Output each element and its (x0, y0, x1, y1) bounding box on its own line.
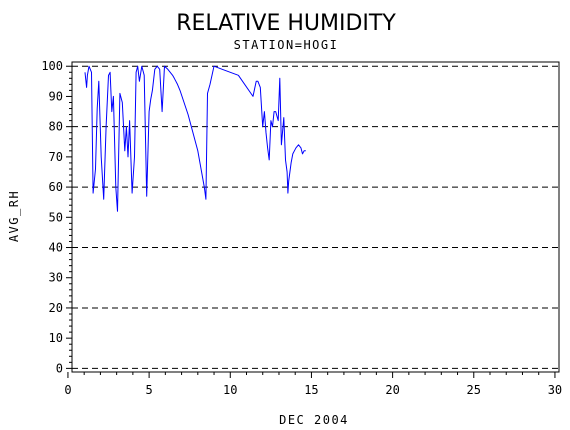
x-axis: 0 5 10 15 20 25 30 (64, 372, 562, 397)
y-tick-label: 10 (49, 331, 63, 345)
series-line-0 (84, 65, 306, 212)
y-tick-label: 100 (41, 59, 63, 73)
y-tick-label: 60 (49, 180, 63, 194)
y-tick-label: 90 (49, 89, 63, 103)
y-tick-label: 30 (49, 271, 63, 285)
y-tick-label: 20 (49, 301, 63, 315)
x-tick-label: 25 (467, 383, 481, 397)
x-tick-label: 0 (64, 383, 71, 397)
x-tick-label: 20 (385, 383, 399, 397)
y-tick-label: 80 (49, 120, 63, 134)
grid-lines (72, 65, 559, 369)
y-tick-label: 70 (49, 150, 63, 164)
x-axis-label: DEC 2004 (279, 413, 349, 427)
data-series (84, 65, 306, 212)
y-axis: 0 10 20 30 40 50 60 70 80 90 100 (41, 59, 72, 375)
x-tick-label: 30 (548, 383, 562, 397)
x-tick-label: 10 (223, 383, 237, 397)
y-tick-label: 0 (56, 361, 63, 375)
x-tick-label: 15 (304, 383, 318, 397)
x-tick-label: 5 (145, 383, 152, 397)
chart-subtitle: STATION=HOGI (234, 38, 339, 52)
y-axis-label: AVG_RH (7, 190, 21, 242)
y-tick-label: 50 (49, 210, 63, 224)
chart-title: RELATIVE HUMIDITY (176, 11, 396, 36)
y-tick-label: 40 (49, 241, 63, 255)
